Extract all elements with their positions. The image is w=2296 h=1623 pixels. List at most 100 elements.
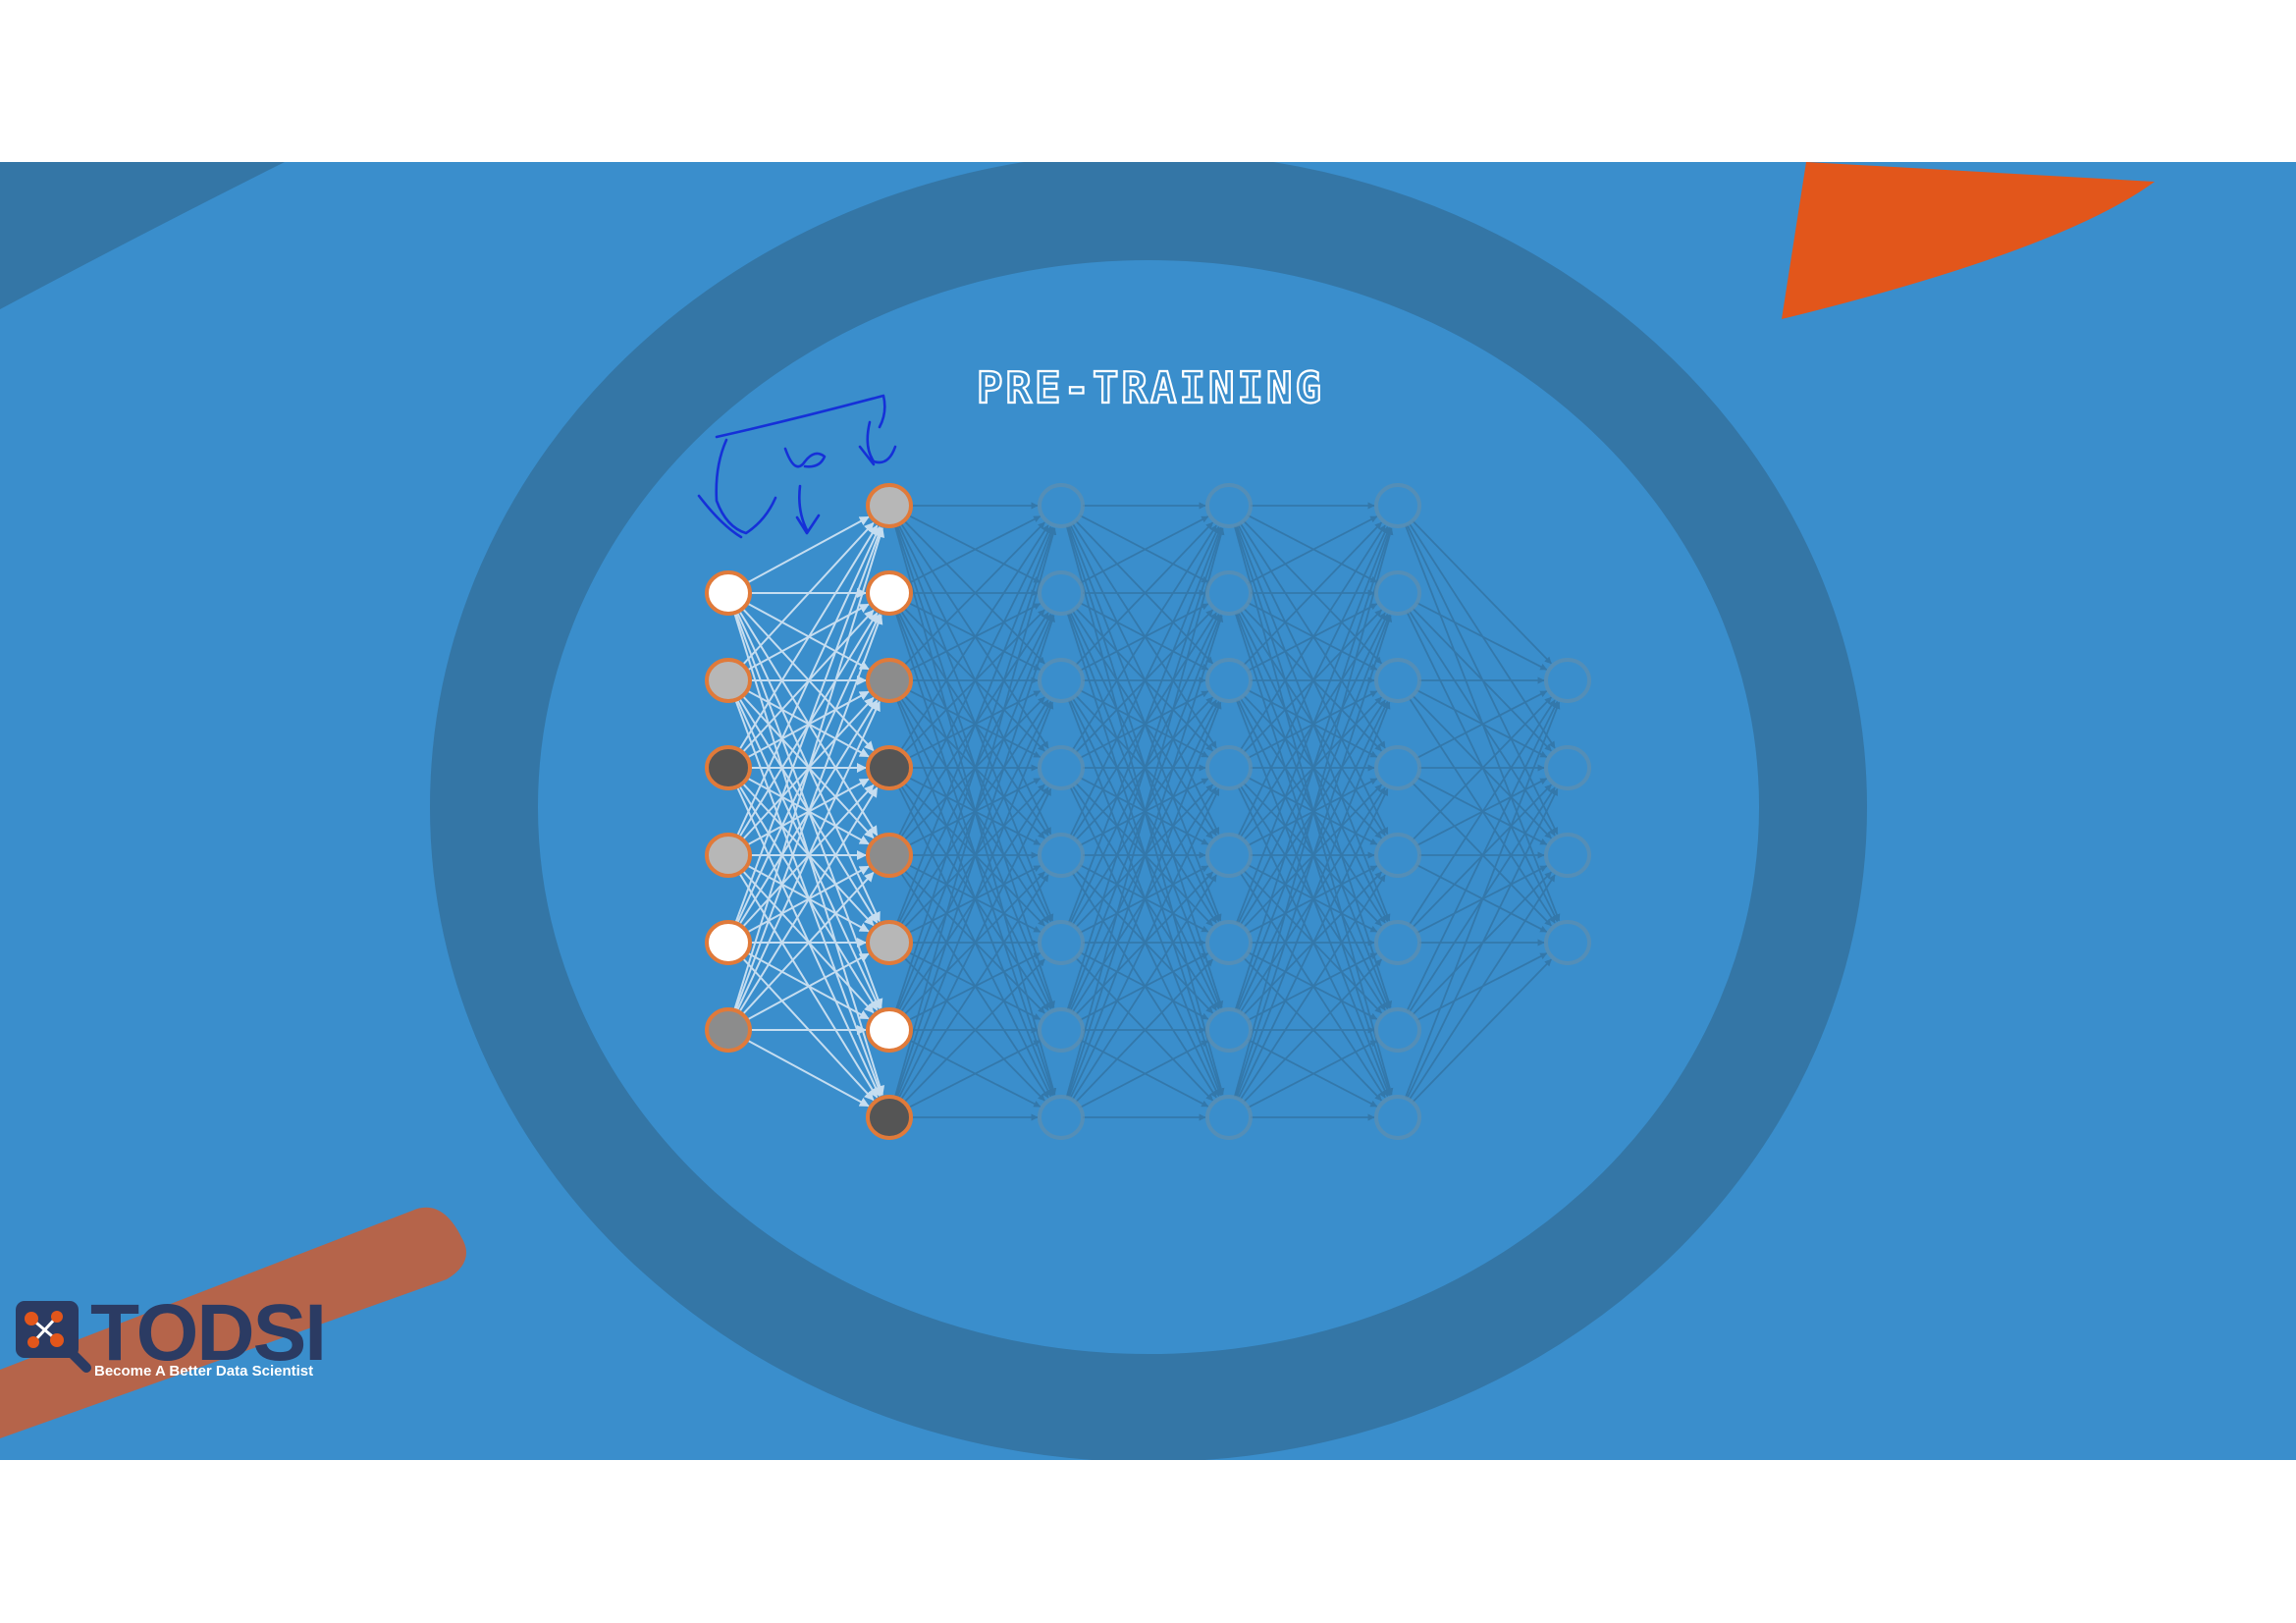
network-edge bbox=[894, 615, 1055, 1098]
network-edge bbox=[734, 614, 883, 1010]
network-edge bbox=[1065, 527, 1225, 1098]
network-edge bbox=[908, 515, 1041, 584]
neuron-node-output bbox=[1544, 745, 1591, 790]
neuron-node-hidden-1 bbox=[866, 570, 913, 616]
neuron-node-hidden-3 bbox=[1205, 658, 1253, 703]
network-edge bbox=[1406, 787, 1559, 1099]
neuron-node-hidden-2 bbox=[1038, 920, 1085, 965]
orange-triangle-shape bbox=[1782, 162, 2155, 319]
network-edge bbox=[1236, 526, 1391, 923]
network-edge bbox=[1406, 700, 1559, 1011]
network-edge bbox=[1243, 521, 1382, 666]
network-edge bbox=[736, 700, 881, 1011]
neuron-node-input bbox=[705, 920, 752, 965]
neuron-node-hidden-3 bbox=[1205, 920, 1253, 965]
network-edge bbox=[733, 526, 885, 1010]
neuron-node-hidden-1 bbox=[866, 483, 913, 528]
network-edge bbox=[1233, 527, 1394, 1098]
neuron-node-output bbox=[1544, 833, 1591, 878]
neuron-node-hidden-2 bbox=[1038, 1095, 1085, 1140]
neuron-node-hidden-3 bbox=[1205, 1095, 1253, 1140]
network-edge bbox=[738, 786, 879, 1012]
active-node-group bbox=[705, 483, 913, 1140]
network-edge bbox=[1237, 525, 1389, 837]
neuron-node-hidden-1 bbox=[866, 1007, 913, 1053]
network-edge bbox=[894, 527, 1055, 1010]
network-edge bbox=[897, 787, 1052, 1099]
neuron-node-output bbox=[1544, 920, 1591, 965]
logo-magnifier-icon bbox=[16, 1301, 91, 1373]
network-edge bbox=[897, 525, 1052, 837]
neuron-node-hidden-4 bbox=[1374, 920, 1421, 965]
network-edge bbox=[1416, 602, 1548, 671]
neuron-node-hidden-2 bbox=[1038, 833, 1085, 878]
network-edge bbox=[746, 952, 870, 1021]
network-edge bbox=[1409, 699, 1556, 926]
neuron-node-hidden-3 bbox=[1205, 570, 1253, 616]
network-edge bbox=[738, 524, 879, 750]
network-edge bbox=[742, 871, 875, 1015]
network-edge bbox=[746, 515, 870, 584]
neuron-node-hidden-4 bbox=[1374, 658, 1421, 703]
network-edge bbox=[1072, 524, 1217, 750]
neuron-node-hidden-4 bbox=[1374, 570, 1421, 616]
neuron-node-hidden-2 bbox=[1038, 745, 1085, 790]
slide-title: PRE-TRAINING bbox=[977, 363, 1324, 413]
neuron-node-hidden-4 bbox=[1374, 1095, 1421, 1140]
neuron-node-input bbox=[705, 570, 752, 616]
neuron-node-hidden-2 bbox=[1038, 658, 1085, 703]
network-edge bbox=[1237, 787, 1389, 1099]
logo-tagline: Become A Better Data Scientist bbox=[94, 1363, 313, 1380]
neuron-node-input bbox=[705, 745, 752, 790]
rust-band-shape bbox=[0, 1207, 466, 1438]
neuron-node-hidden-3 bbox=[1205, 1007, 1253, 1053]
network-edge bbox=[1412, 958, 1552, 1103]
neuron-node-output bbox=[1544, 658, 1591, 703]
network-edge bbox=[1068, 526, 1222, 923]
network-edge bbox=[746, 1039, 870, 1108]
neuron-node-hidden-1 bbox=[866, 833, 913, 878]
network-edge bbox=[1240, 874, 1386, 1100]
network-edge bbox=[1068, 701, 1222, 1098]
network-edge bbox=[1234, 527, 1393, 1010]
neuron-node-input bbox=[705, 1007, 752, 1053]
network-edge bbox=[1080, 515, 1209, 584]
network-edge bbox=[896, 526, 1054, 923]
network-edge bbox=[903, 958, 1045, 1103]
network-edge bbox=[1066, 615, 1224, 1098]
network-edge bbox=[1234, 615, 1393, 1098]
network-edge bbox=[1412, 696, 1552, 840]
neuron-node-input bbox=[705, 833, 752, 878]
neuron-node-hidden-4 bbox=[1374, 1007, 1421, 1053]
neuron-node-hidden-3 bbox=[1205, 833, 1253, 878]
network-edge bbox=[1069, 787, 1220, 1099]
network-edge bbox=[1072, 874, 1217, 1100]
slide-graphic: PRE-TRAINING TODSI Become A Better Data … bbox=[0, 162, 2155, 1460]
network-edge bbox=[1243, 958, 1382, 1103]
faded-node-group bbox=[1038, 483, 1591, 1140]
corner-stripe-shape bbox=[0, 162, 285, 309]
network-edge bbox=[1075, 958, 1214, 1103]
network-edge bbox=[1236, 701, 1391, 1098]
network-edge bbox=[1248, 1040, 1378, 1109]
neuron-node-hidden-4 bbox=[1374, 833, 1421, 878]
neuron-node-input bbox=[705, 658, 752, 703]
neuron-node-hidden-1 bbox=[866, 658, 913, 703]
network-edge bbox=[1405, 701, 1561, 1098]
network-edge bbox=[894, 527, 1057, 1098]
neuron-node-hidden-3 bbox=[1205, 483, 1253, 528]
active-edge-group bbox=[733, 515, 885, 1108]
network-edge bbox=[1240, 524, 1386, 750]
network-edge bbox=[734, 526, 883, 923]
network-edge bbox=[1412, 520, 1552, 665]
network-edge bbox=[900, 874, 1049, 1101]
neuron-node-hidden-2 bbox=[1038, 483, 1085, 528]
network-edge bbox=[900, 524, 1049, 751]
neuron-node-hidden-1 bbox=[866, 745, 913, 790]
neuron-node-hidden-2 bbox=[1038, 570, 1085, 616]
network-edge bbox=[903, 521, 1045, 666]
network-edge bbox=[1409, 874, 1556, 1101]
network-edge bbox=[1066, 527, 1224, 1010]
faded-edge-group bbox=[894, 502, 1561, 1121]
slide-canvas: PRE-TRAINING TODSI Become A Better Data … bbox=[0, 162, 2296, 1460]
